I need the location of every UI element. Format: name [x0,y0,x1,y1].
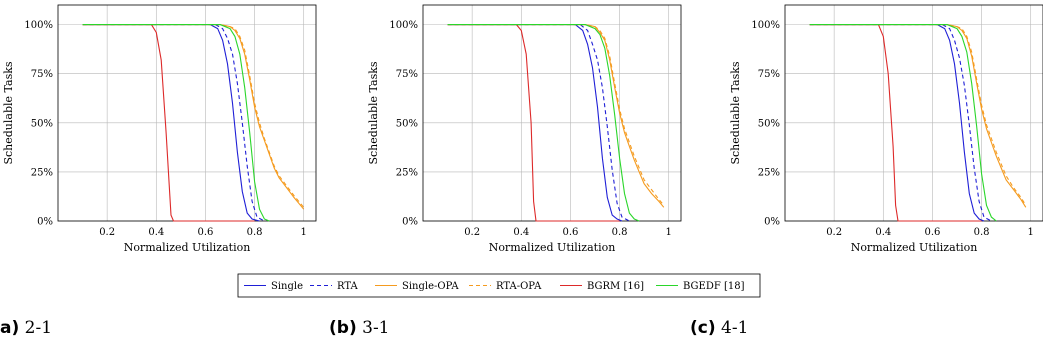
series-line-single [447,24,623,222]
series-line-rta-opa [82,24,305,208]
caption-a-text: 2-1 [24,318,53,338]
x-tick-label: 0.2 [99,227,115,238]
y-tick-label: 100% [389,20,418,31]
series-line-single-opa [82,24,305,210]
caption-a-label: a) [0,318,20,338]
x-axis-label: Normalized Utilization [124,241,251,254]
caption-c-text: 4-1 [721,318,749,338]
y-axis-label: Schedulable Tasks [729,61,742,164]
y-tick-label: 50% [758,118,780,129]
legend-label: BGEDF [18] [683,281,745,292]
x-tick-label: 1 [301,227,307,238]
series-line-single [809,24,985,222]
series-line-single-opa [447,24,665,208]
x-tick-label: 1 [666,227,672,238]
series-line-rta-opa [447,24,665,206]
legend-label: RTA-OPA [496,281,542,292]
y-tick-label: 0% [402,217,418,228]
y-tick-label: 25% [758,167,780,178]
series-line-bgrm-16 [447,24,620,222]
plot-frame [422,4,682,222]
y-tick-label: 25% [31,167,53,178]
series-line-rta-opa [809,24,1027,206]
x-tick-label: 0.2 [464,227,480,238]
y-tick-label: 25% [396,167,418,178]
x-tick-label: 1 [1028,227,1034,238]
caption-b-label: (b) [329,318,357,338]
x-tick-label: 0.4 [148,227,164,238]
legend-label: Single [271,281,303,292]
legend-label: Single-OPA [402,281,459,292]
chart-3: 0.2 0.4 0.6 0.8 1 0% 25% 50% 75% 100% Normalized U… [729,4,1043,254]
y-tick-label: 75% [758,69,780,80]
legend-label: RTA [337,281,358,292]
series-line-bgrm-16 [82,24,255,222]
series-line-rta [82,24,265,222]
legend: Single RTA Single-OPA RTA-OPA BGRM [16] BGEDF… [237,273,761,298]
y-tick-label: 75% [31,69,53,80]
x-tick-label: 0.6 [562,227,578,238]
series-line-bgedf-18 [82,24,270,222]
x-tick-label: 0.2 [826,227,842,238]
x-tick-label: 0.4 [875,227,891,238]
legend-label: BGRM [16] [587,281,644,292]
caption-c: (c) 4-1 [690,318,748,338]
plot-frame [784,4,1043,222]
series-line-bgedf-18 [809,24,997,222]
x-tick-label: 0.8 [612,227,628,238]
y-tick-label: 50% [396,118,418,129]
y-tick-label: 100% [24,20,53,31]
y-tick-label: 100% [751,20,780,31]
series-line-bgedf-18 [447,24,640,222]
series-line-rta [809,24,992,222]
series-line-single [82,24,260,222]
x-axis-label: Normalized Utilization [851,241,978,254]
chart-2: 0.2 0.4 0.6 0.8 1 0% 25% 50% 75% 100% Normalized U… [367,4,682,254]
y-tick-label: 0% [764,217,780,228]
series-line-bgrm-16 [809,24,982,222]
series-line-single-opa [809,24,1027,208]
x-tick-label: 0.8 [247,227,263,238]
x-tick-label: 0.8 [974,227,990,238]
x-tick-label: 0.6 [197,227,213,238]
caption-c-label: (c) [690,318,716,338]
chart-1: 0.2 0.4 0.6 0.8 1 0% 25% 50% 75% 100% Normalized U… [2,4,317,254]
plot-frame [57,4,317,222]
caption-a: a) 2-1 [0,318,52,338]
caption-b: (b) 3-1 [329,318,390,338]
legend-box [237,273,761,298]
charts-group: 0.2 0.4 0.6 0.8 1 0% 25% 50% 75% 100% Normalized U… [2,4,1043,254]
y-tick-label: 50% [31,118,53,129]
x-axis-label: Normalized Utilization [489,241,616,254]
y-tick-label: 0% [37,217,53,228]
series-line-rta [447,24,630,222]
y-axis-label: Schedulable Tasks [2,61,15,164]
x-tick-label: 0.4 [513,227,529,238]
y-axis-label: Schedulable Tasks [367,61,380,164]
y-tick-label: 75% [396,69,418,80]
caption-b-text: 3-1 [362,318,390,338]
x-tick-label: 0.6 [924,227,940,238]
